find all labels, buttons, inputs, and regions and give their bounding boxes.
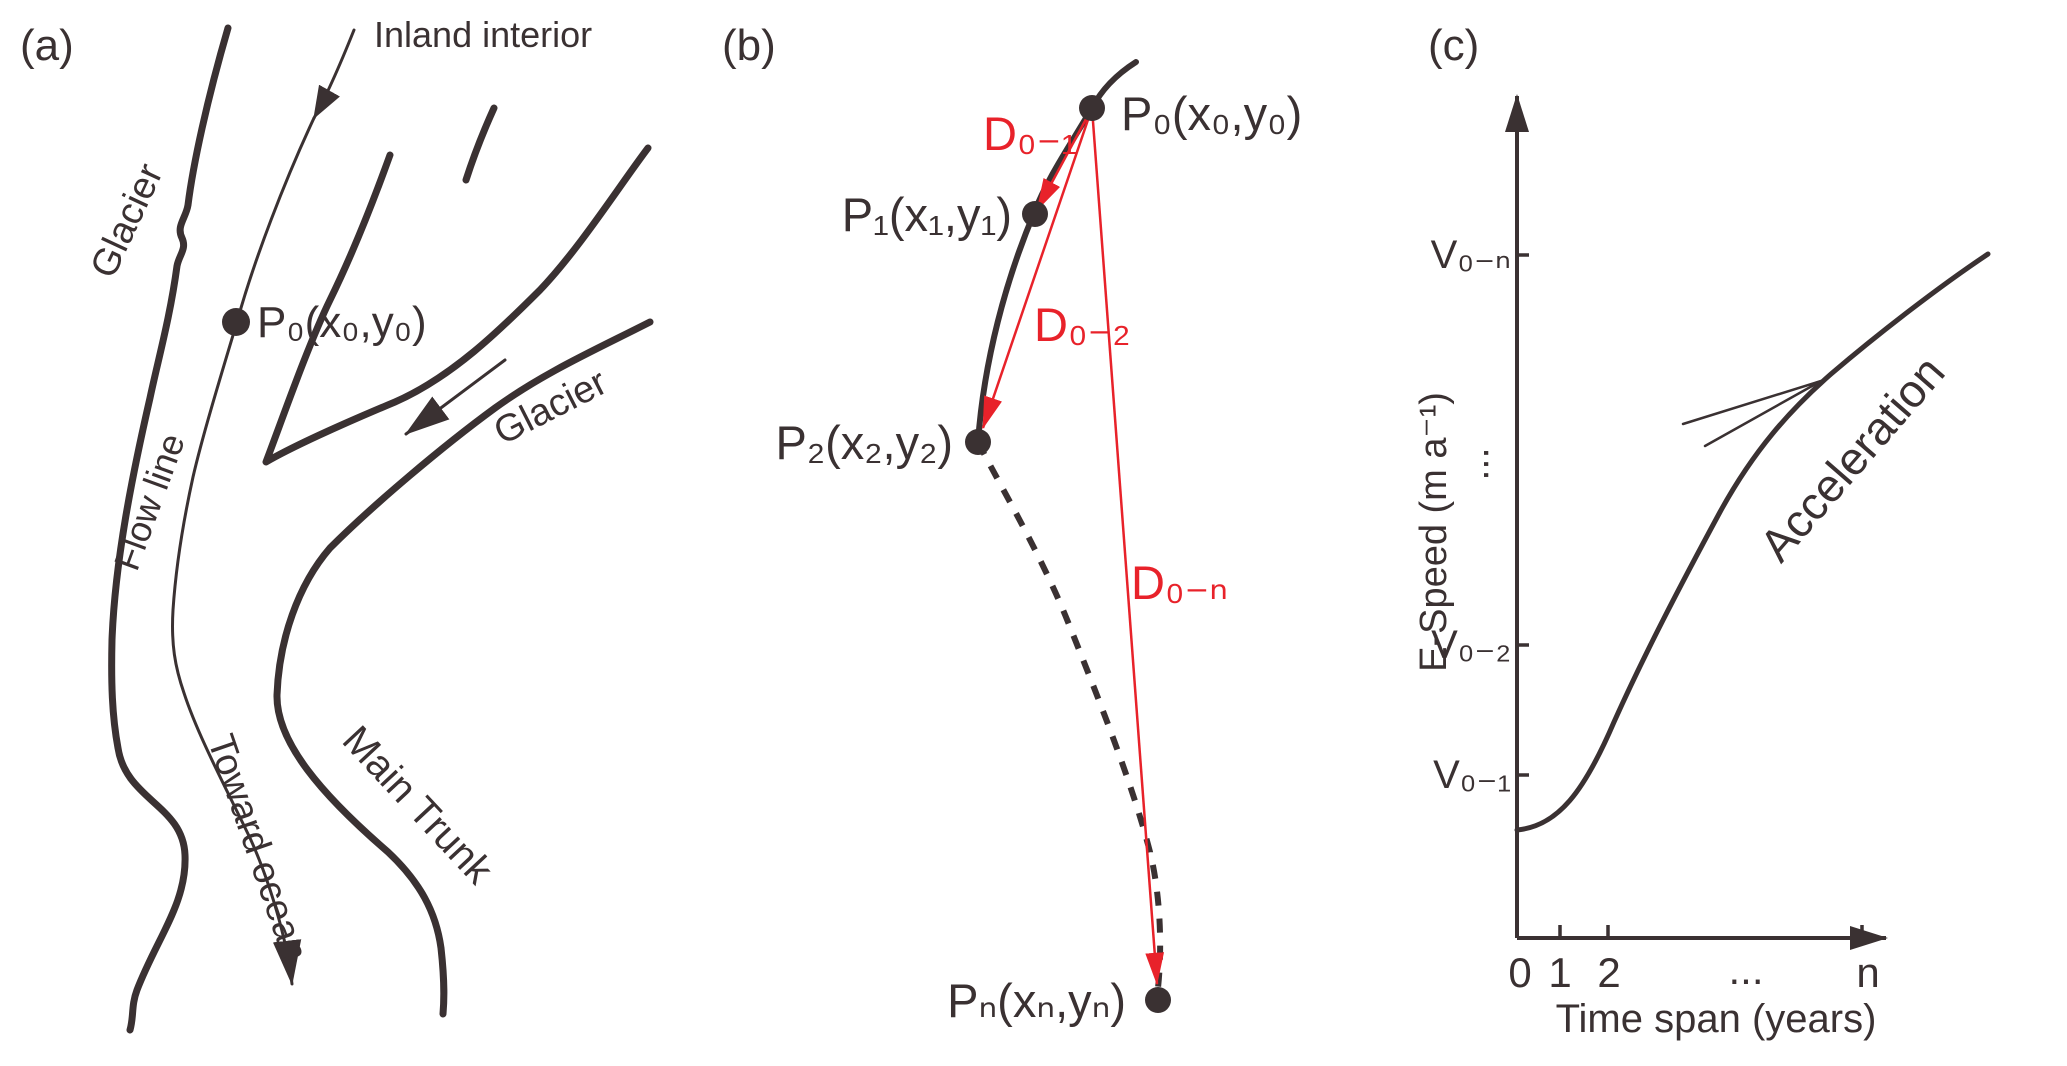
glacier-left-label: Glacier (83, 157, 172, 284)
main-trunk-label: Main Trunk (334, 718, 502, 893)
panel-c-tag: (c) (1428, 21, 1479, 70)
displacement-line-d02 (981, 107, 1094, 430)
tributary-flow-arrow (404, 358, 507, 436)
point-p0-marker-a (222, 308, 250, 336)
y-tick-label-v0n: V₀₋ₙ (1431, 233, 1511, 277)
inland-interior-label: Inland interior (374, 14, 592, 55)
y-axis-ellipsis: ... (1475, 447, 1519, 480)
panel-b-tag: (b) (722, 21, 776, 70)
displacement-line-d0n (1090, 107, 1165, 986)
flow-line-upper-segment (312, 28, 356, 120)
point-p0-marker (1079, 95, 1105, 121)
x-tick-label-n: n (1856, 949, 1879, 996)
point-p1-marker (1022, 201, 1048, 227)
y-tick-label-v01: V₀₋₁ (1433, 753, 1511, 797)
glacier-wall-fragment-line (462, 104, 498, 184)
y-axis-title: E-Speed (m a⁻¹) (1413, 392, 1455, 672)
panel-a: (a) Inland interior Glacier Flow line P₀… (20, 14, 654, 1034)
glacier-east-wall-and-tributary-wall-line (262, 144, 652, 466)
point-p2-label: P₂(x₂,y₂) (776, 416, 953, 469)
y-tick-label-v02: V₀₋₂ (1431, 623, 1511, 667)
x-tick-label-dots: ... (1728, 946, 1763, 993)
x-axis-ticks (1558, 925, 1864, 938)
point-p0-label: P₀(x₀,y₀) (1121, 87, 1302, 140)
x-tick-label-2: 2 (1597, 949, 1620, 996)
acceleration-label: Acceleration (1749, 346, 1954, 571)
trajectory-dashed-curve (975, 440, 1164, 989)
x-tick-label-0: 0 (1508, 949, 1531, 996)
speed-curve (1514, 251, 1991, 833)
curve-direction-arrow (1681, 379, 1823, 448)
panel-a-tag: (a) (20, 21, 74, 70)
point-p2-marker (965, 429, 991, 455)
displacement-line-d01 (1035, 107, 1094, 212)
point-p1-label: P₁(x₁,y₁) (842, 188, 1012, 241)
distance-d02-label: D₀₋₂ (1034, 298, 1131, 351)
point-p0-label-a: P₀(x₀,y₀) (257, 298, 427, 347)
main-trunk-wall-line (273, 318, 654, 1018)
y-axis-ticks (1517, 253, 1529, 777)
x-axis-title: Time span (years) (1556, 997, 1877, 1041)
point-pn-label: Pₙ(xₙ,yₙ) (947, 974, 1126, 1027)
toward-ocean-label: Toward ocean (199, 729, 316, 966)
flow-line-lower-segment (171, 116, 316, 986)
panel-b: (b) P₀(x₀,y₀) P₁(x₁,y₁) P₂(x₂,y₂) Pₙ(xₙ,… (722, 21, 1302, 1027)
distance-d0n-label: D₀₋ₙ (1131, 556, 1228, 609)
panel-c: (c) V₀₋ₙ ... V₀₋₂ V₀₋₁ E-Speed (m a⁻¹) 0… (1413, 21, 1991, 1041)
glacier-west-wall-line (108, 24, 232, 1034)
x-tick-label-1: 1 (1548, 949, 1571, 996)
distance-d01-label: D₀₋₁ (983, 107, 1077, 160)
point-pn-marker (1145, 987, 1171, 1013)
